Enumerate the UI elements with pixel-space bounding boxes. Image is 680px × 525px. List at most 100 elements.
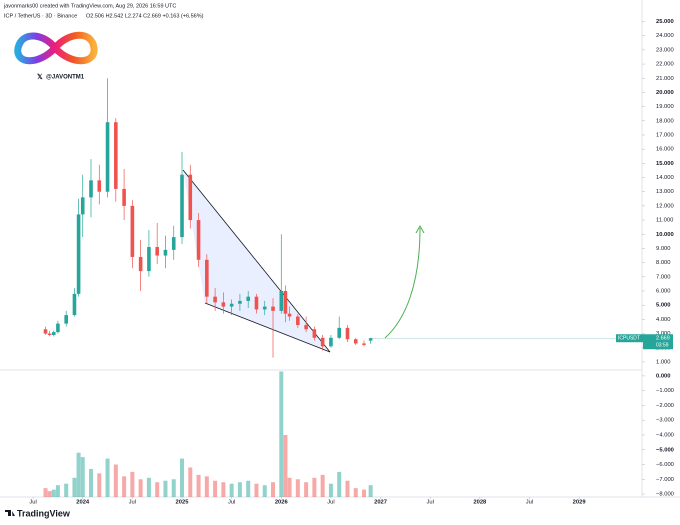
wedge-upper [182,169,331,353]
candle-body [89,180,93,198]
volume-bar [76,452,81,497]
y-tick-label: 21.000 [656,76,674,82]
volume-bar [204,476,209,497]
candle-body [320,337,325,347]
candle-body [238,300,242,304]
brand: TradingView [5,508,71,518]
volume-bar [72,477,77,497]
volume-bar [213,480,218,497]
arrow-head [415,224,425,234]
candle-body [205,259,209,297]
volume-y-tick-label: −2.000 [656,403,674,409]
volume-bar [55,485,60,497]
y-tick-label: 23.000 [656,47,674,53]
y-tick-label: 12.000 [656,203,674,209]
candle-body [47,333,52,335]
volume-bar [130,471,135,497]
volume-bar [295,479,300,497]
volume-y-tick-label: −5.000 [656,447,674,453]
y-tick-label: 19.000 [656,104,674,110]
volume-bar [283,434,288,497]
candle-body [97,180,102,192]
price-tag [643,334,673,350]
y-tick-label: 15.000 [656,161,674,167]
candle-body [188,174,193,221]
candle-body [43,329,48,334]
volume-bar [237,482,242,497]
volume-bar [80,457,85,497]
volume-y-tick-label: −4.000 [656,433,674,439]
candle-body [329,337,333,347]
volume-bar [51,489,56,497]
y-tick-label: 22.000 [656,62,674,68]
symbol-title: ICP / TetherUS · 3D · Binance [4,13,77,19]
volume-y-tick-label: −6.000 [656,462,674,468]
candle-body [147,247,151,272]
candle-body [312,329,317,338]
candle-body [171,237,176,250]
volume-bar [43,488,48,497]
volume-bar [188,467,193,497]
volume-y-tick-label: −3.000 [656,418,674,424]
volume-bar [163,480,168,497]
y-tick-label: 9.000 [656,246,671,252]
y-tick-label: 20.000 [656,90,674,96]
ohlc-values: O2.506 H2.542 L2.274 C2.669 +0.163 (+6.5… [86,13,204,19]
y-tick-label: 1.000 [656,359,671,365]
y-tick-label: 5.000 [656,303,671,309]
volume-bar [304,482,309,497]
volume-y-tick-label: −7.000 [656,477,674,483]
candle-body [246,296,250,301]
y-tick-label: 7.000 [656,274,671,280]
y-tick-label: 6.000 [656,289,671,295]
candle-body [221,302,226,307]
wedge-lower [204,302,331,353]
volume-y-tick-label: −1.000 [656,388,674,394]
x-tick-label: 2024 [76,500,90,506]
volume-bar [138,479,143,497]
candle-body [56,323,60,333]
y-tick-label: 3.000 [656,331,671,337]
volume-bar [122,476,127,497]
candle-body [368,338,373,341]
candle-body [362,343,366,345]
candle-body [138,256,143,272]
candle-body [304,325,308,330]
x-tick-label: Jul [526,500,533,506]
x-logo: 𝕏 [37,73,43,81]
volume-bar [328,483,333,497]
volume-bar [254,483,259,497]
volume-bar [113,464,118,497]
candle-body [105,122,110,192]
x-tick-label: Jul [228,500,235,506]
candle-body [155,247,159,256]
volume-bar [287,477,292,497]
x-tick-label: 2025 [176,500,190,506]
volume-y-tick-label: −8.000 [656,492,674,498]
y-tick-label: 13.000 [656,189,674,195]
x-tick-label: Jul [29,500,36,506]
volume-bar [64,483,69,497]
x-tick-label: Jul [327,500,334,506]
price-tag-value: 2.669 [656,336,670,342]
price-tag-countdown: 03:59 [656,343,669,349]
y-tick-label: 25.000 [656,19,674,25]
candle-body [287,313,292,317]
volume-bar [196,474,201,497]
volume-bar [312,477,317,497]
candle-body [76,214,81,294]
volume-bar [262,485,267,497]
candle-body [64,315,68,324]
volume-bar [345,480,350,497]
volume-bar [47,491,52,497]
candle-body [180,174,184,238]
volume-bar [368,485,373,497]
x-tick-label: 2027 [374,500,387,506]
x-tick-label: Jul [129,500,136,506]
candle-body [114,122,118,189]
candle-body [345,327,350,340]
volume-bar [320,474,325,497]
candle-body [51,332,56,335]
volume-bar [89,468,94,497]
